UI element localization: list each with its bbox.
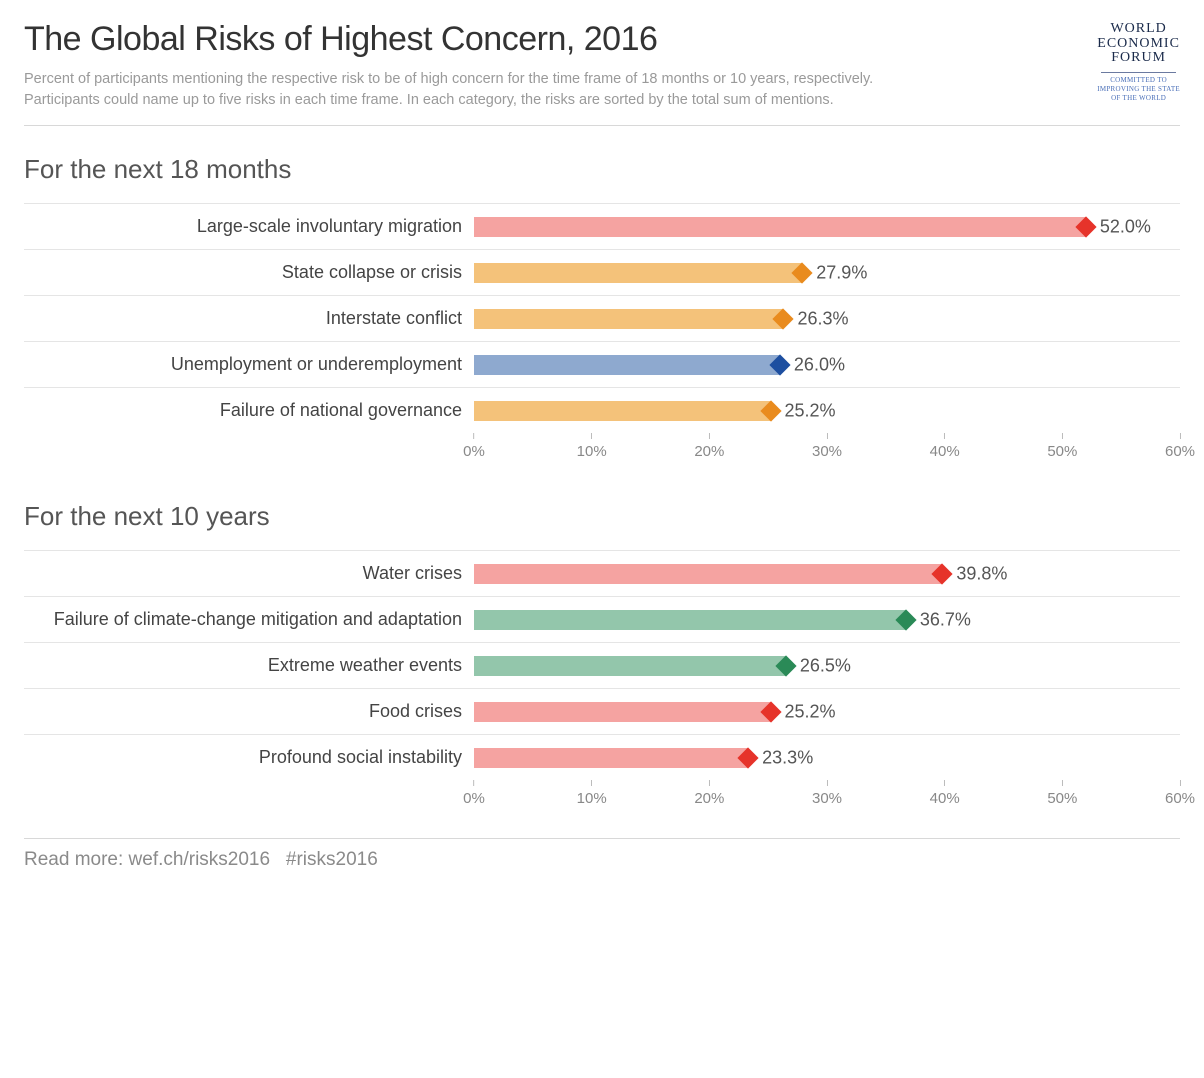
axis-tick-label: 30%: [812, 790, 842, 807]
axis-tick-label: 60%: [1165, 790, 1195, 807]
axis-tick: 30%: [812, 433, 842, 460]
chart-row: Extreme weather events 26.5%: [24, 642, 1180, 688]
bar-area: 27.9%: [474, 250, 1180, 295]
value-label: 27.9%: [816, 262, 867, 283]
logo-tagline-2: IMPROVING THE STATE: [1097, 85, 1180, 93]
value-label: 26.0%: [794, 354, 845, 375]
bar: [474, 702, 771, 722]
bar: [474, 656, 786, 676]
bar-area: 26.5%: [474, 643, 1180, 688]
axis-tick-label: 10%: [577, 790, 607, 807]
chart-row: Profound social instability 23.3%: [24, 734, 1180, 780]
risk-label: Interstate conflict: [24, 308, 474, 329]
axis-tick: 60%: [1165, 433, 1195, 460]
chart-row: State collapse or crisis 27.9%: [24, 249, 1180, 295]
chart-row: Large-scale involuntary migration 52.0%: [24, 203, 1180, 249]
axis-tick: 40%: [930, 433, 960, 460]
axis-tick: 20%: [694, 433, 724, 460]
bar-area: 52.0%: [474, 204, 1180, 249]
logo-tagline-3: OF THE WORLD: [1111, 94, 1166, 102]
risk-label: State collapse or crisis: [24, 262, 474, 283]
axis-tick: 50%: [1047, 433, 1077, 460]
logo-line-2: ECONOMIC: [1097, 36, 1180, 51]
value-label: 39.8%: [956, 563, 1007, 584]
axis-tick-label: 60%: [1165, 443, 1195, 460]
axis-tick-label: 40%: [930, 790, 960, 807]
bar: [474, 355, 780, 375]
chart-row: Unemployment or underemployment 26.0%: [24, 341, 1180, 387]
value-label: 52.0%: [1100, 216, 1151, 237]
risk-label: Extreme weather events: [24, 655, 474, 676]
wef-logo: WORLD ECONOMIC FORUM COMMITTED TO IMPROV…: [1097, 20, 1180, 102]
bar-area: 36.7%: [474, 597, 1180, 642]
risk-label: Unemployment or underemployment: [24, 354, 474, 375]
axis-tick: 30%: [812, 780, 842, 807]
axis-tick-label: 20%: [694, 790, 724, 807]
value-label: 23.3%: [762, 747, 813, 768]
chart-row: Water crises 39.8%: [24, 550, 1180, 596]
axis-tick: 60%: [1165, 780, 1195, 807]
bar: [474, 748, 748, 768]
logo-tagline-1: COMMITTED TO: [1110, 76, 1167, 84]
axis-tick-label: 50%: [1047, 443, 1077, 460]
value-label: 36.7%: [920, 609, 971, 630]
chart-row: Failure of national governance 25.2%: [24, 387, 1180, 433]
section-heading: For the next 18 months: [24, 154, 1180, 185]
footer-hashtag: #risks2016: [286, 849, 378, 870]
bar-chart: Water crises 39.8% Failure of climate-chan…: [24, 550, 1180, 820]
chart-row: Failure of climate-change mitigation and…: [24, 596, 1180, 642]
section-heading: For the next 10 years: [24, 501, 1180, 532]
bar-area: 26.3%: [474, 296, 1180, 341]
bar-area: 25.2%: [474, 689, 1180, 734]
bar-area: 23.3%: [474, 735, 1180, 780]
chart-section: For the next 18 months Large-scale involu…: [24, 154, 1180, 473]
bar: [474, 263, 802, 283]
footer-prefix: Read more:: [24, 849, 129, 870]
axis-tick: 10%: [577, 433, 607, 460]
risk-label: Food crises: [24, 701, 474, 722]
bar: [474, 610, 906, 630]
risk-label: Failure of climate-change mitigation and…: [24, 609, 474, 630]
bar: [474, 564, 942, 584]
risk-label: Profound social instability: [24, 747, 474, 768]
chart-row: Food crises 25.2%: [24, 688, 1180, 734]
risk-label: Water crises: [24, 563, 474, 584]
axis-tick: 10%: [577, 780, 607, 807]
axis-tick-label: 10%: [577, 443, 607, 460]
bar: [474, 401, 771, 421]
logo-line-3: FORUM: [1111, 50, 1166, 65]
axis-tick-label: 30%: [812, 443, 842, 460]
bar-area: 39.8%: [474, 551, 1180, 596]
axis-tick: 20%: [694, 780, 724, 807]
bar: [474, 217, 1086, 237]
chart-section: For the next 10 years Water crises 39.8% Fa…: [24, 501, 1180, 820]
risk-label: Large-scale involuntary migration: [24, 216, 474, 237]
footer: Read more: wef.ch/risks2016 #risks2016: [24, 838, 1180, 871]
axis-tick: 50%: [1047, 780, 1077, 807]
x-axis: 0%10%20%30%40%50%60%: [24, 433, 1180, 473]
axis-tick: 0%: [463, 433, 485, 460]
axis-tick-label: 50%: [1047, 790, 1077, 807]
value-label: 25.2%: [785, 400, 836, 421]
page-title: The Global Risks of Highest Concern, 201…: [24, 20, 1097, 59]
value-label: 26.3%: [797, 308, 848, 329]
chart-row: Interstate conflict 26.3%: [24, 295, 1180, 341]
risk-label: Failure of national governance: [24, 400, 474, 421]
page-subtitle: Percent of participants mentioning the r…: [24, 69, 924, 111]
x-axis: 0%10%20%30%40%50%60%: [24, 780, 1180, 820]
logo-line-1: WORLD: [1110, 21, 1166, 36]
axis-tick-label: 20%: [694, 443, 724, 460]
axis-tick-label: 40%: [930, 443, 960, 460]
value-label: 25.2%: [785, 701, 836, 722]
value-label: 26.5%: [800, 655, 851, 676]
bar-chart: Large-scale involuntary migration 52.0% St…: [24, 203, 1180, 473]
footer-link: wef.ch/risks2016: [129, 849, 271, 870]
bar: [474, 309, 783, 329]
axis-tick-label: 0%: [463, 790, 485, 807]
axis-tick: 0%: [463, 780, 485, 807]
bar-area: 25.2%: [474, 388, 1180, 433]
axis-tick-label: 0%: [463, 443, 485, 460]
axis-tick: 40%: [930, 780, 960, 807]
bar-area: 26.0%: [474, 342, 1180, 387]
